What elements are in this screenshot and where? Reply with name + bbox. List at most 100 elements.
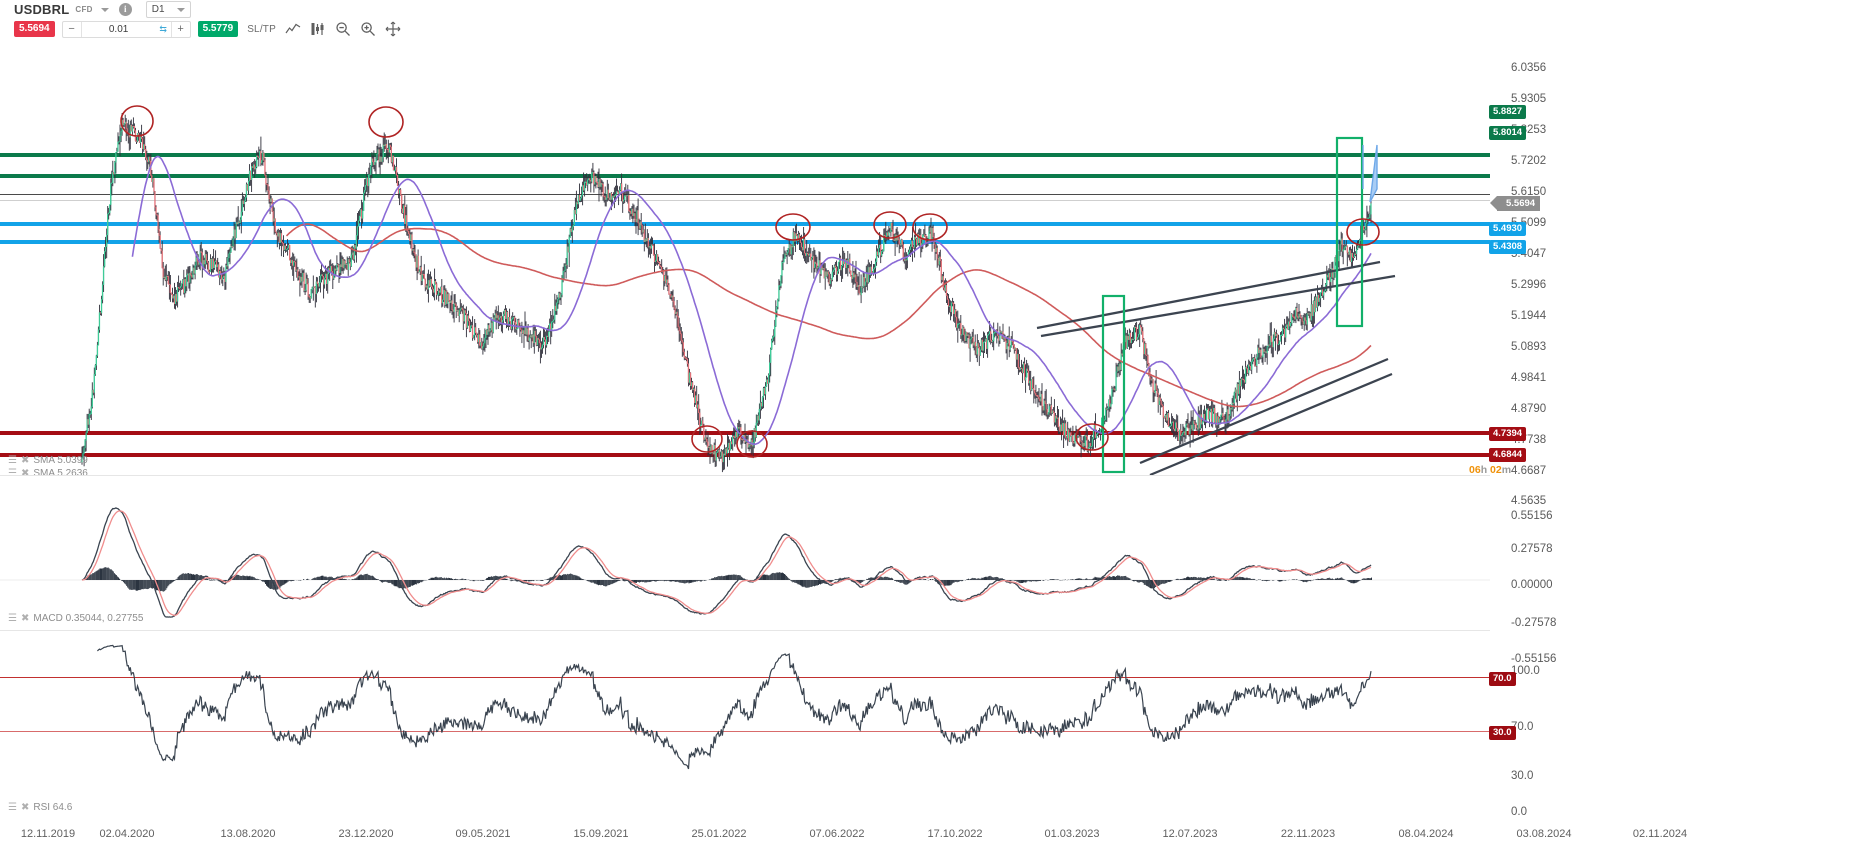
price-tick: 5.6150 — [1511, 186, 1547, 198]
level-line-resistance-2[interactable] — [0, 174, 1490, 178]
legend-sma-1-label: SMA 5.0399 — [33, 455, 88, 466]
countdown-minutes-unit: m — [1501, 464, 1512, 476]
date-tick: 12.07.2023 — [1162, 828, 1218, 840]
chart-stage[interactable]: ☰ ✖ SMA 5.0399 ☰ ✖ SMA 5.2636 ☰ ✖ MA — [0, 31, 1860, 852]
drag-handle-icon[interactable]: ☰ — [8, 801, 17, 813]
symbol-row: USDBRL CFD i D1 — [14, 1, 191, 18]
crosshair-move-icon[interactable] — [385, 21, 401, 37]
price-tick: 5.0893 — [1511, 341, 1547, 353]
price-tick: 5.2996 — [1511, 279, 1547, 291]
rsi-level-badge-70[interactable]: 70.0 — [1489, 672, 1516, 686]
legend-sma-2-label: SMA 5.2636 — [33, 468, 88, 479]
date-tick: 23.12.2020 — [338, 828, 394, 840]
volume-decrease-button[interactable]: − — [68, 22, 75, 35]
ellipse-marker — [120, 105, 1380, 458]
timeframe-selector[interactable]: D1 — [145, 1, 191, 18]
date-tick: 13.08.2020 — [220, 828, 276, 840]
settings-icon[interactable]: ✖ — [20, 612, 30, 624]
level-badge-support-3[interactable]: 4.7394 — [1489, 427, 1527, 441]
macd-tick: -0.55156 — [1511, 653, 1557, 665]
volume-input[interactable]: 0.01 — [108, 23, 129, 35]
legend-sma-1[interactable]: ☰ ✖ SMA 5.0399 — [8, 455, 88, 466]
macd-pane[interactable]: ☰ ✖ MACD 0.35044, 0.27755 — [0, 475, 1490, 630]
price-series-canvas — [81, 105, 1396, 477]
rsi-oversold-line[interactable] — [0, 731, 1490, 732]
rsi-canvas — [96, 644, 1372, 770]
rsi-level-badge-30[interactable]: 30.0 — [1489, 726, 1516, 740]
price-axis[interactable]: 6.1408 6.0356 5.9305 5.8253 5.7202 5.615… — [1469, 31, 1860, 852]
rsi-tick: 0.0 — [1511, 806, 1527, 818]
level-line-resistance-1[interactable] — [0, 153, 1490, 157]
swap-icon[interactable]: ⇆ — [159, 23, 167, 34]
down-arrow-icon — [1362, 144, 1378, 203]
zoom-in-icon[interactable] — [360, 21, 376, 37]
divider — [170, 21, 172, 37]
price-tick: 5.9305 — [1511, 93, 1547, 105]
symbol-name[interactable]: USDBRL — [14, 2, 70, 17]
drag-handle-icon[interactable]: ☰ — [8, 612, 17, 624]
zoom-out-icon[interactable] — [335, 21, 351, 37]
legend-macd[interactable]: ☰ ✖ MACD 0.35044, 0.27755 — [8, 613, 143, 624]
chart-toolbar: USDBRL CFD i D1 5.5694 − 0.01 ⇆ + 5.5779… — [0, 0, 1860, 44]
settings-icon[interactable]: ✖ — [20, 467, 30, 479]
drag-handle-icon[interactable]: ☰ — [8, 467, 17, 479]
macd-tick: 0.27578 — [1511, 543, 1553, 555]
rsi-tick: 70.0 — [1511, 721, 1534, 733]
divider — [80, 21, 82, 37]
level-badge-resistance-1[interactable]: 5.8827 — [1489, 105, 1527, 119]
level-badge-support-2[interactable]: 5.4308 — [1489, 240, 1527, 254]
rsi-tick: 30.0 — [1511, 770, 1534, 782]
green-rectangle — [1101, 294, 1126, 474]
price-pane[interactable]: ☰ ✖ SMA 5.0399 ☰ ✖ SMA 5.2636 — [0, 44, 1490, 479]
legend-rsi-label: RSI 64.6 — [33, 802, 73, 813]
level-badge-resistance-2[interactable]: 5.8014 — [1489, 126, 1527, 140]
date-tick: 08.04.2024 — [1398, 828, 1454, 840]
date-tick: 09.05.2021 — [455, 828, 511, 840]
bid-price-line — [0, 200, 1490, 201]
legend-macd-label: MACD 0.35044, 0.27755 — [33, 613, 144, 624]
volume-increase-button[interactable]: + — [177, 22, 184, 35]
legend-sma-2[interactable]: ☰ ✖ SMA 5.2636 — [8, 468, 88, 479]
price-tick: 5.7202 — [1511, 155, 1547, 167]
date-tick: 02.11.2024 — [1632, 828, 1688, 840]
level-badge-support-1[interactable]: 5.4930 — [1489, 222, 1527, 236]
legend-rsi[interactable]: ☰ ✖ RSI 64.6 — [8, 802, 72, 813]
buy-price-button[interactable]: 5.5779 — [197, 21, 239, 37]
settings-icon[interactable]: ✖ — [20, 801, 30, 813]
chevron-down-icon[interactable] — [100, 7, 109, 12]
rsi-pane[interactable]: ☰ ✖ RSI 64.6 — [0, 630, 1490, 820]
candlestick-icon[interactable] — [310, 21, 326, 37]
level-badge-support-4[interactable]: 4.6844 — [1489, 448, 1527, 462]
countdown-hours-unit: h — [1480, 464, 1488, 476]
price-tick: 4.8790 — [1511, 403, 1547, 415]
date-tick: 17.10.2022 — [927, 828, 983, 840]
settings-icon[interactable]: ✖ — [20, 454, 30, 466]
pane-divider — [0, 475, 1860, 476]
volume-stepper[interactable]: − 0.01 ⇆ + — [61, 20, 191, 38]
chevron-down-icon[interactable] — [176, 7, 185, 12]
line-chart-icon[interactable] — [285, 21, 301, 37]
trade-controls: 5.5694 − 0.01 ⇆ + 5.5779 SL/TP — [14, 20, 401, 38]
price-tick: 6.0356 — [1511, 62, 1547, 74]
info-icon[interactable]: i — [118, 3, 132, 16]
macd-tick: 0.00000 — [1511, 579, 1553, 591]
level-line-support-2[interactable] — [0, 240, 1490, 244]
price-tick: 4.6687 — [1511, 465, 1547, 477]
candle-countdown: 06h 02m — [1469, 464, 1511, 476]
date-tick: 01.03.2023 — [1044, 828, 1100, 840]
current-price-badge[interactable]: 5.5694 — [1489, 196, 1541, 211]
level-line-support-1[interactable] — [0, 222, 1490, 226]
rsi-overbought-line[interactable] — [0, 677, 1490, 678]
drag-handle-icon[interactable]: ☰ — [8, 454, 17, 466]
time-axis[interactable]: 12.11.2019 02.04.2020 13.08.2020 23.12.2… — [0, 820, 1860, 852]
current-price-line — [0, 194, 1490, 195]
sell-price-button[interactable]: 5.5694 — [14, 21, 55, 37]
price-tick: 4.5635 — [1511, 495, 1547, 507]
countdown-hours: 06 — [1469, 464, 1481, 476]
date-tick: 03.08.2024 — [1516, 828, 1572, 840]
rsi-tick: 100.0 — [1511, 665, 1540, 677]
instrument-type-label: CFD — [75, 5, 93, 14]
green-rectangle — [1335, 136, 1364, 328]
sltp-label[interactable]: SL/TP — [247, 23, 276, 35]
